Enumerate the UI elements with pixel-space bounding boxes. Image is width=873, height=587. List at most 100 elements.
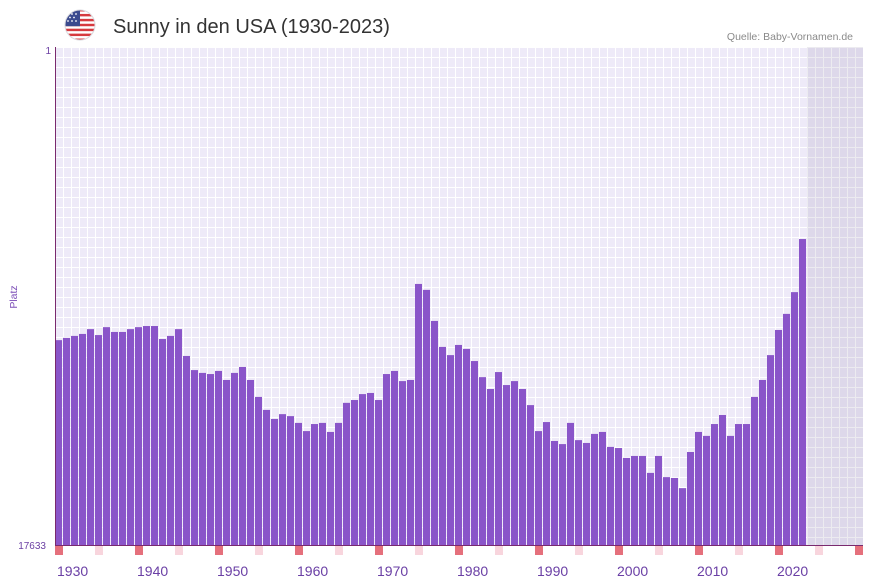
- bar-1957[interactable]: [271, 418, 278, 545]
- bar-2005[interactable]: [655, 455, 662, 545]
- bar-1998[interactable]: [599, 431, 606, 545]
- decade-marker-1950: [215, 546, 223, 555]
- bar-1987[interactable]: [511, 381, 518, 545]
- bar-1962[interactable]: [311, 424, 318, 545]
- bar-1973[interactable]: [399, 381, 406, 545]
- bar-1948[interactable]: [199, 372, 206, 545]
- bar-1953[interactable]: [239, 366, 246, 545]
- bar-2001[interactable]: [623, 457, 630, 545]
- bar-2009[interactable]: [687, 451, 694, 545]
- bar-1972[interactable]: [391, 370, 398, 545]
- bar-2004[interactable]: [647, 472, 654, 545]
- bar-2010[interactable]: [695, 431, 702, 545]
- bar-1946[interactable]: [183, 355, 190, 545]
- bar-2017[interactable]: [751, 396, 758, 545]
- bar-1983[interactable]: [479, 377, 486, 545]
- bar-2014[interactable]: [727, 435, 734, 545]
- bar-1939[interactable]: [127, 329, 134, 545]
- bar-1949[interactable]: [207, 374, 214, 545]
- bar-1944[interactable]: [167, 335, 174, 545]
- bar-1975[interactable]: [415, 283, 422, 545]
- bar-1968[interactable]: [359, 394, 366, 545]
- bar-2015[interactable]: [735, 424, 742, 545]
- bar-1959[interactable]: [287, 416, 294, 545]
- bar-1941[interactable]: [143, 326, 150, 545]
- bar-1954[interactable]: [247, 379, 254, 545]
- source-credit-link[interactable]: Quelle: Baby-Vornamen.de: [727, 31, 853, 43]
- bar-1976[interactable]: [423, 289, 430, 545]
- bar-2007[interactable]: [671, 477, 678, 545]
- bar-1996[interactable]: [583, 442, 590, 545]
- bar-1994[interactable]: [567, 422, 574, 545]
- bar-1938[interactable]: [119, 331, 126, 545]
- half-decade-marker-2025: [815, 546, 823, 555]
- bar-2022[interactable]: [791, 292, 798, 545]
- bar-1932[interactable]: [71, 335, 78, 545]
- bar-1961[interactable]: [303, 431, 310, 545]
- bar-1943[interactable]: [159, 339, 166, 545]
- bar-1952[interactable]: [231, 372, 238, 545]
- bar-1990[interactable]: [535, 431, 542, 545]
- bar-1986[interactable]: [503, 385, 510, 545]
- bar-2013[interactable]: [719, 414, 726, 545]
- bar-2002[interactable]: [631, 455, 638, 545]
- bar-2016[interactable]: [743, 424, 750, 545]
- bar-2012[interactable]: [711, 424, 718, 545]
- bar-1971[interactable]: [383, 374, 390, 545]
- bar-1942[interactable]: [151, 326, 158, 545]
- bar-1970[interactable]: [375, 400, 382, 545]
- bar-1992[interactable]: [551, 440, 558, 545]
- bar-series: [55, 239, 806, 545]
- bar-1974[interactable]: [407, 379, 414, 545]
- bar-1964[interactable]: [327, 431, 334, 545]
- bar-1984[interactable]: [487, 389, 494, 545]
- bar-1956[interactable]: [263, 409, 270, 545]
- bar-1930[interactable]: [55, 340, 62, 545]
- bar-1945[interactable]: [175, 329, 182, 545]
- bar-1969[interactable]: [367, 392, 374, 545]
- bar-2021[interactable]: [783, 313, 790, 545]
- bar-1991[interactable]: [543, 422, 550, 545]
- bar-2003[interactable]: [639, 455, 646, 545]
- bar-1935[interactable]: [95, 335, 102, 545]
- bar-1933[interactable]: [79, 333, 86, 545]
- bar-1980[interactable]: [455, 344, 462, 545]
- bar-1966[interactable]: [343, 402, 350, 545]
- bar-1982[interactable]: [471, 361, 478, 545]
- us-flag-icon: [64, 9, 96, 41]
- bar-1950[interactable]: [215, 370, 222, 545]
- bar-2008[interactable]: [679, 488, 686, 545]
- bar-1965[interactable]: [335, 422, 342, 545]
- bar-1937[interactable]: [111, 331, 118, 545]
- bar-1999[interactable]: [607, 446, 614, 545]
- bar-2023[interactable]: [799, 239, 806, 545]
- bar-1985[interactable]: [495, 372, 502, 545]
- bar-2020[interactable]: [775, 329, 782, 545]
- bar-2019[interactable]: [767, 355, 774, 545]
- bar-1979[interactable]: [447, 355, 454, 545]
- bar-1955[interactable]: [255, 396, 262, 545]
- bar-1951[interactable]: [223, 379, 230, 545]
- bar-1936[interactable]: [103, 327, 110, 545]
- bar-2011[interactable]: [703, 435, 710, 545]
- bar-1960[interactable]: [295, 422, 302, 545]
- bar-1934[interactable]: [87, 329, 94, 545]
- bar-1988[interactable]: [519, 389, 526, 545]
- bar-1993[interactable]: [559, 444, 566, 545]
- bar-2000[interactable]: [615, 448, 622, 545]
- bar-1978[interactable]: [439, 346, 446, 545]
- bar-1981[interactable]: [463, 348, 470, 545]
- bar-1940[interactable]: [135, 327, 142, 545]
- bar-1963[interactable]: [319, 422, 326, 545]
- bar-1997[interactable]: [591, 433, 598, 545]
- bar-1989[interactable]: [527, 405, 534, 545]
- bar-1967[interactable]: [351, 400, 358, 545]
- bar-1947[interactable]: [191, 370, 198, 545]
- bar-1995[interactable]: [575, 440, 582, 545]
- bar-1931[interactable]: [63, 337, 70, 545]
- bar-1958[interactable]: [279, 414, 286, 545]
- bar-1977[interactable]: [431, 320, 438, 545]
- bar-2018[interactable]: [759, 379, 766, 545]
- x-axis-labels: 1930 1940 1950 1960 1970 1980 1990 2000 2010 2020: [57, 563, 808, 579]
- bar-2006[interactable]: [663, 477, 670, 545]
